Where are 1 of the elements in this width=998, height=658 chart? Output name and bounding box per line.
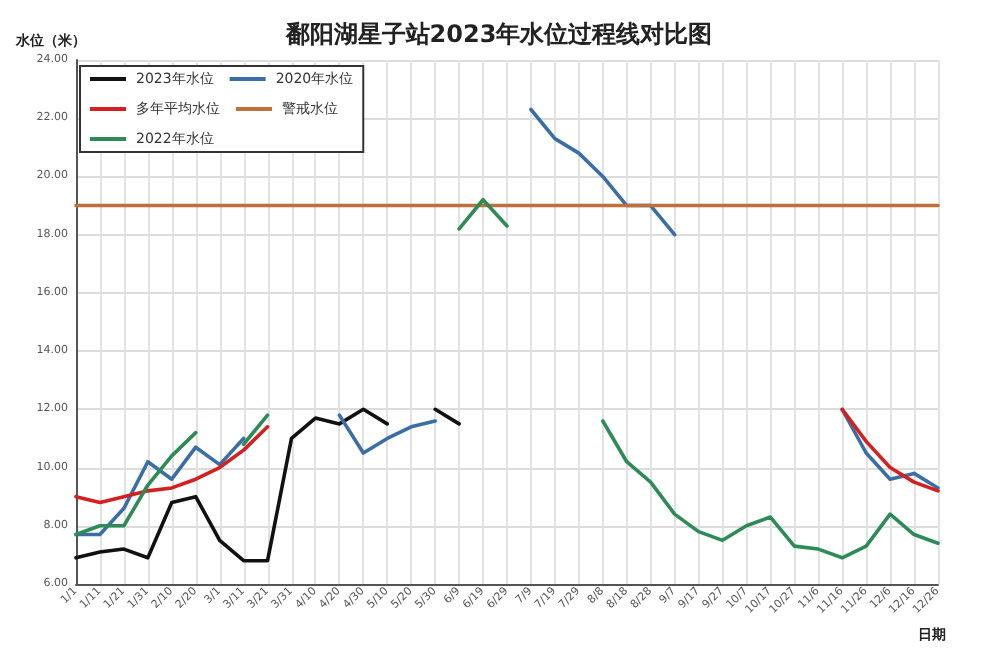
chart-title: 鄱阳湖星子站2023年水位过程线对比图 [283, 20, 713, 48]
